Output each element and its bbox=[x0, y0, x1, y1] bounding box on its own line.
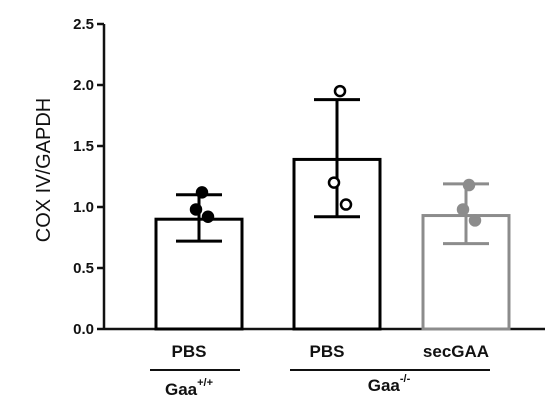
y-tick-label: 0.0 bbox=[73, 321, 94, 338]
data-point bbox=[462, 178, 476, 192]
group-label-wildtype-base: Gaa bbox=[165, 380, 198, 399]
data-point bbox=[339, 198, 353, 211]
y-ticks: 0.0 0.5 1.0 1.5 2.0 2.5 bbox=[73, 16, 104, 338]
error-bars bbox=[176, 98, 489, 246]
group-label-knockout: Gaa-/- bbox=[368, 373, 411, 395]
data-point bbox=[201, 210, 215, 224]
group-label-knockout-sup: -/- bbox=[400, 373, 411, 385]
data-point bbox=[189, 203, 203, 216]
category-labels: PBS PBS secGAA bbox=[172, 342, 490, 361]
y-tick-label: 1.5 bbox=[73, 138, 94, 155]
y-axis-label: COX IV/GAPDH bbox=[33, 98, 55, 242]
data-point bbox=[468, 214, 482, 227]
category-label: PBS bbox=[172, 342, 207, 361]
data-point bbox=[456, 203, 470, 216]
y-tick-label: 2.0 bbox=[73, 77, 94, 94]
y-tick-label: 1.0 bbox=[73, 199, 94, 216]
group-label-knockout-base: Gaa bbox=[368, 376, 401, 395]
group-label-wildtype: Gaa+/+ bbox=[165, 377, 213, 399]
category-label: secGAA bbox=[423, 342, 489, 361]
data-points bbox=[189, 84, 482, 227]
data-point bbox=[333, 84, 347, 98]
group-label-wildtype-sup: +/+ bbox=[197, 377, 213, 389]
data-point bbox=[327, 176, 341, 189]
y-tick-label: 0.5 bbox=[73, 260, 94, 277]
data-point bbox=[195, 186, 209, 199]
category-label: PBS bbox=[310, 342, 345, 361]
y-tick-label: 2.5 bbox=[73, 16, 94, 33]
